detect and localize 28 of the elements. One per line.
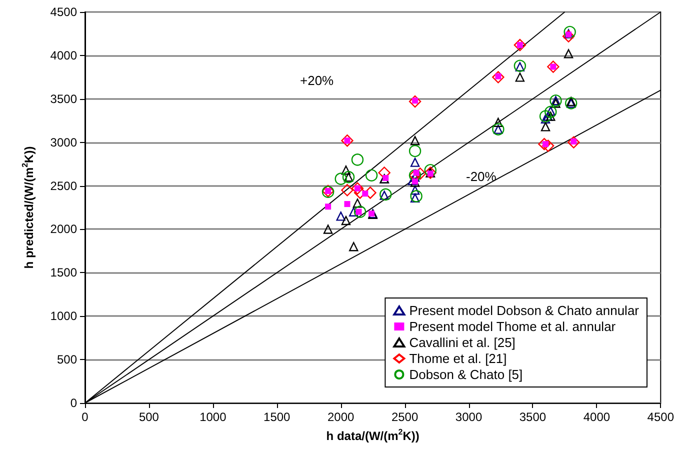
y-tick-label: 3000	[50, 135, 78, 150]
x-tick-label: 0	[82, 410, 89, 424]
y-tick-label: 0	[70, 396, 78, 410]
x-tick-label: 1000	[200, 410, 227, 424]
x-tick-label: 1500	[264, 410, 291, 424]
x-tick-label: 2500	[391, 410, 418, 424]
x-tick-label: 2000	[327, 410, 355, 424]
x-tick-label: 4000	[583, 410, 610, 424]
legend-label: Dobson & Chato [5]	[409, 367, 523, 382]
legend-label: Present model Thome et al. annular	[409, 319, 616, 334]
legend-label: Cavallini et al. [25]	[409, 335, 516, 350]
y-tick-label: 1000	[50, 309, 78, 324]
annotation: +20%	[300, 73, 334, 88]
legend-label: Present model Dobson & Chato annular	[409, 303, 640, 318]
y-tick-label: 2000	[50, 222, 78, 236]
y-tick-label: 4000	[50, 48, 78, 62]
x-tick-label: 3000	[455, 410, 482, 424]
y-tick-label: 3500	[50, 92, 78, 106]
y-tick-label: 2500	[50, 178, 78, 193]
x-tick-label: 4500	[647, 410, 674, 424]
y-tick-label: 4500	[50, 5, 78, 19]
y-tick-label: 1500	[50, 266, 78, 280]
x-tick-label: 3500	[519, 410, 546, 424]
x-tick-label: 500	[138, 410, 160, 424]
annotation: -20%	[466, 169, 497, 184]
legend-label: Thome et al. [21]	[409, 351, 507, 366]
y-tick-label: 500	[56, 352, 78, 367]
y-axis-title: h predicted/(W/(m2K))	[20, 146, 36, 269]
